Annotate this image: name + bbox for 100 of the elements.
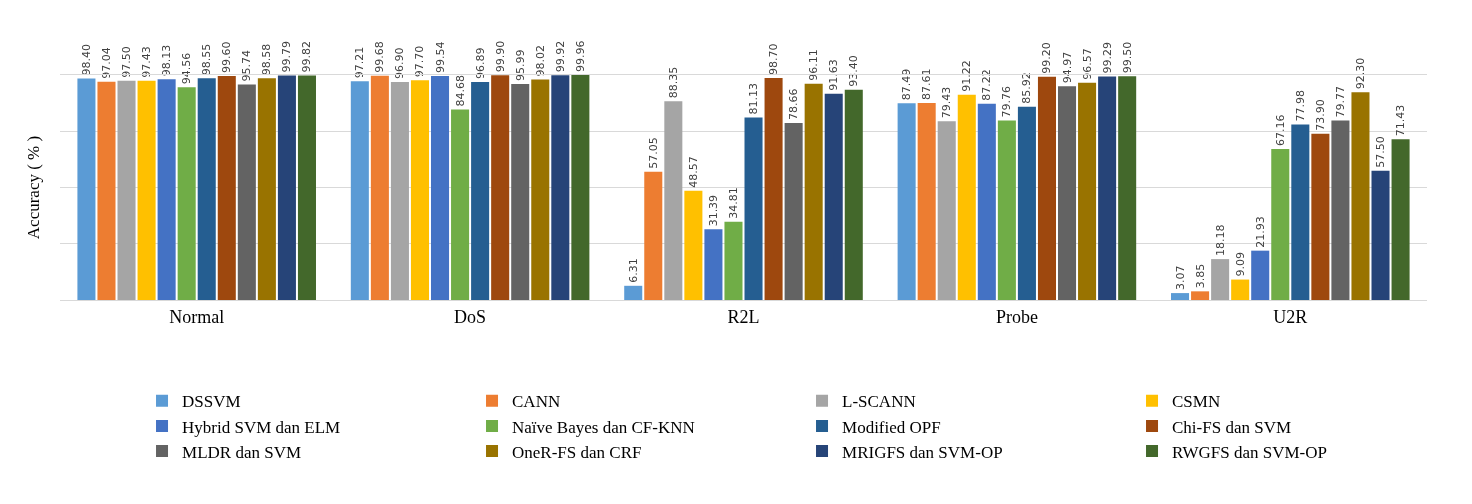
bar [370, 75, 389, 300]
data-label: 99.50 [1120, 41, 1134, 74]
data-label: 91.22 [960, 60, 974, 92]
data-label: 18.18 [1213, 224, 1227, 257]
bar [217, 75, 236, 300]
data-label: 77.98 [1293, 90, 1307, 122]
data-label: 99.90 [493, 40, 507, 73]
data-label: 99.82 [300, 40, 314, 73]
bar [1118, 76, 1137, 300]
bar [1351, 92, 1370, 300]
bar [410, 80, 429, 300]
bar [937, 121, 956, 300]
data-label: 96.11 [807, 49, 821, 81]
data-label: 95.99 [513, 49, 527, 82]
legend-label: Modified OPF [842, 417, 941, 437]
bar [977, 103, 996, 300]
legend-label: MRIGFS dan SVM-OP [842, 442, 1003, 462]
legend-label: MLDR dan SVM [182, 442, 302, 462]
data-label: 84.68 [453, 74, 467, 107]
bar [1037, 76, 1056, 300]
legend-label: CSMN [1172, 392, 1221, 412]
bar [1191, 291, 1210, 300]
data-label: 79.43 [940, 86, 954, 119]
bar [764, 77, 783, 300]
data-label: 92.30 [1353, 57, 1367, 90]
bar [451, 109, 470, 300]
bar [744, 117, 763, 300]
data-label: 3.85 [1193, 263, 1207, 289]
data-label: 99.29 [1100, 42, 1114, 74]
legend-label: Chi-FS dan SVM [1172, 417, 1292, 437]
x-tick-label: Normal [169, 306, 225, 327]
data-label: 87.61 [920, 68, 934, 100]
data-label: 73.90 [1313, 99, 1327, 131]
legend-label: Hybrid SVM dan ELM [182, 417, 341, 437]
bar [897, 103, 916, 300]
data-label: 79.77 [1333, 86, 1347, 118]
data-label: 99.79 [280, 40, 294, 73]
bar [117, 80, 136, 300]
data-label: 94.97 [1060, 51, 1074, 84]
data-label: 98.55 [200, 43, 214, 76]
bar [471, 82, 490, 300]
bar [824, 93, 843, 300]
data-label: 78.66 [787, 88, 801, 121]
data-label: 97.70 [413, 45, 427, 78]
bar [624, 285, 643, 300]
bar [390, 81, 409, 300]
bar [491, 75, 510, 300]
bar [1231, 279, 1250, 300]
bar [137, 80, 156, 300]
bar [257, 78, 276, 300]
bar [684, 190, 703, 300]
data-label: 21.93 [1253, 216, 1267, 248]
bar [197, 78, 216, 300]
bar [1171, 293, 1190, 300]
bar [1311, 133, 1330, 300]
data-label: 88.35 [666, 66, 680, 99]
bar [1391, 139, 1410, 300]
bar [571, 75, 590, 300]
data-label: 97.43 [140, 46, 154, 78]
data-label: 48.57 [686, 156, 700, 188]
data-label: 9.09 [1233, 252, 1247, 277]
data-label: 87.49 [900, 68, 914, 101]
data-label: 98.58 [260, 43, 274, 76]
data-label: 79.76 [1000, 86, 1014, 118]
bar [917, 102, 936, 300]
bar [237, 84, 256, 300]
legend-label: RWGFS dan SVM-OP [1172, 442, 1327, 462]
bar [1371, 170, 1390, 300]
bar [97, 81, 116, 300]
data-label: 71.43 [1394, 104, 1408, 137]
bar [1291, 124, 1310, 300]
legend-label: CANN [512, 392, 561, 412]
x-tick-label: DoS [454, 306, 487, 327]
legend-label: Naïve Bayes dan CF-KNN [512, 417, 695, 437]
x-tick-label: Probe [995, 306, 1038, 327]
data-label: 34.81 [726, 187, 740, 219]
bar [177, 87, 196, 300]
data-label: 97.04 [99, 47, 113, 79]
bar [1271, 148, 1290, 300]
bar [431, 76, 450, 300]
data-label: 31.39 [706, 194, 720, 227]
data-label: 94.56 [180, 52, 194, 85]
data-label: 3.07 [1173, 265, 1187, 291]
bar [724, 221, 743, 300]
bar [531, 79, 550, 300]
data-label: 57.50 [1374, 136, 1388, 168]
bar [957, 94, 976, 300]
bar [1078, 82, 1097, 300]
legend-label: OneR-FS dan CRF [512, 442, 642, 462]
bar [277, 75, 296, 300]
x-tick-label: R2L [727, 306, 760, 327]
bar [704, 229, 723, 300]
data-label: 95.74 [240, 50, 254, 82]
data-label: 96.90 [393, 47, 407, 79]
data-label: 91.63 [827, 59, 841, 91]
bar [1017, 106, 1036, 300]
bar [664, 101, 683, 300]
data-label: 99.68 [373, 41, 387, 73]
data-label: 99.54 [433, 41, 447, 74]
bar [350, 81, 369, 300]
